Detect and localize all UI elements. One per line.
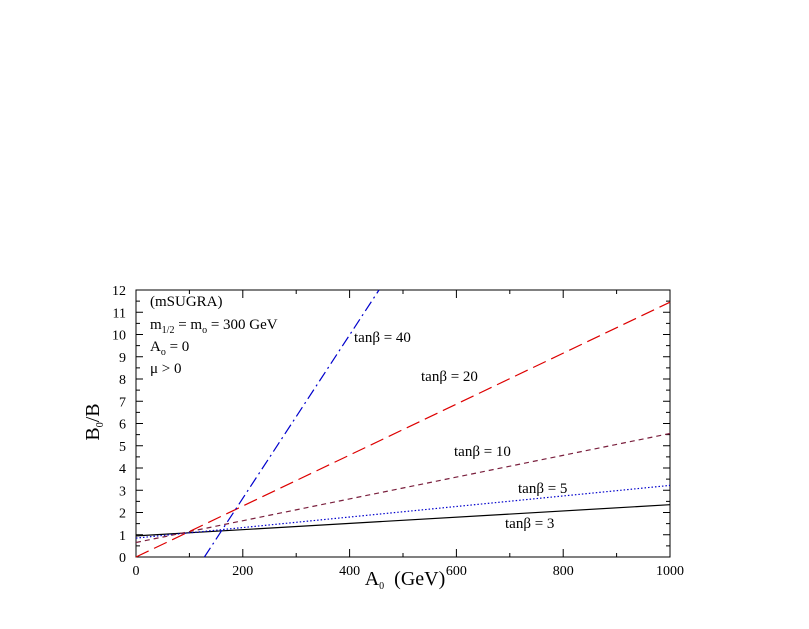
- series-label-tanb3: tanβ = 3: [505, 516, 554, 532]
- annotation-a0: Ao = 0: [150, 339, 189, 358]
- y-tick-label: 4: [119, 462, 126, 477]
- y-tick-label: 3: [119, 484, 126, 499]
- annotation-model: (mSUGRA): [150, 294, 223, 310]
- x-tick-label: 600: [446, 564, 467, 579]
- y-tick-label: 1: [119, 529, 126, 544]
- model-annotations: (mSUGRA) m1/2 = mo = 300 GeV Ao = 0 μ > …: [150, 294, 278, 377]
- y-tick-label: 9: [119, 351, 126, 366]
- annotation-masses: m1/2 = mo = 300 GeV: [150, 317, 278, 336]
- y-tick-label: 5: [119, 440, 126, 455]
- y-tick-label: 12: [112, 284, 126, 299]
- x-tick-label: 200: [232, 564, 253, 579]
- series-line-2: [135, 432, 671, 544]
- x-tick-label: 400: [339, 564, 360, 579]
- y-tick-label: 2: [119, 507, 126, 522]
- y-tick-label: 0: [119, 551, 126, 566]
- x-tick-label: 800: [553, 564, 574, 579]
- series-label-tanb10: tanβ = 10: [454, 444, 511, 460]
- series-label-tanb20: tanβ = 20: [421, 369, 478, 385]
- y-tick-label: 11: [113, 306, 126, 321]
- y-tick-label: 8: [119, 373, 126, 388]
- series-labels: tanβ = 3 tanβ = 5 tanβ = 10 tanβ = 20 ta…: [354, 330, 567, 532]
- annotation-mu: μ > 0: [150, 361, 182, 377]
- x-tick-label: 1000: [656, 564, 684, 579]
- y-tick-label: 7: [119, 395, 126, 410]
- series-label-tanb40: tanβ = 40: [354, 330, 411, 346]
- series-lines: [135, 289, 671, 558]
- series-line-0: [135, 504, 671, 537]
- series-label-tanb5: tanβ = 5: [518, 481, 567, 497]
- x-axis-title: A0 (GeV): [365, 568, 446, 592]
- y-tick-label: 10: [112, 329, 126, 344]
- x-axis: 0 200 400 600 800 1000: [133, 290, 684, 579]
- y-axis-title: B0/B: [82, 403, 106, 440]
- x-tick-label: 0: [133, 564, 140, 579]
- y-tick-label: 6: [119, 418, 126, 433]
- series-line-3: [135, 301, 671, 558]
- series-line-1: [135, 484, 671, 539]
